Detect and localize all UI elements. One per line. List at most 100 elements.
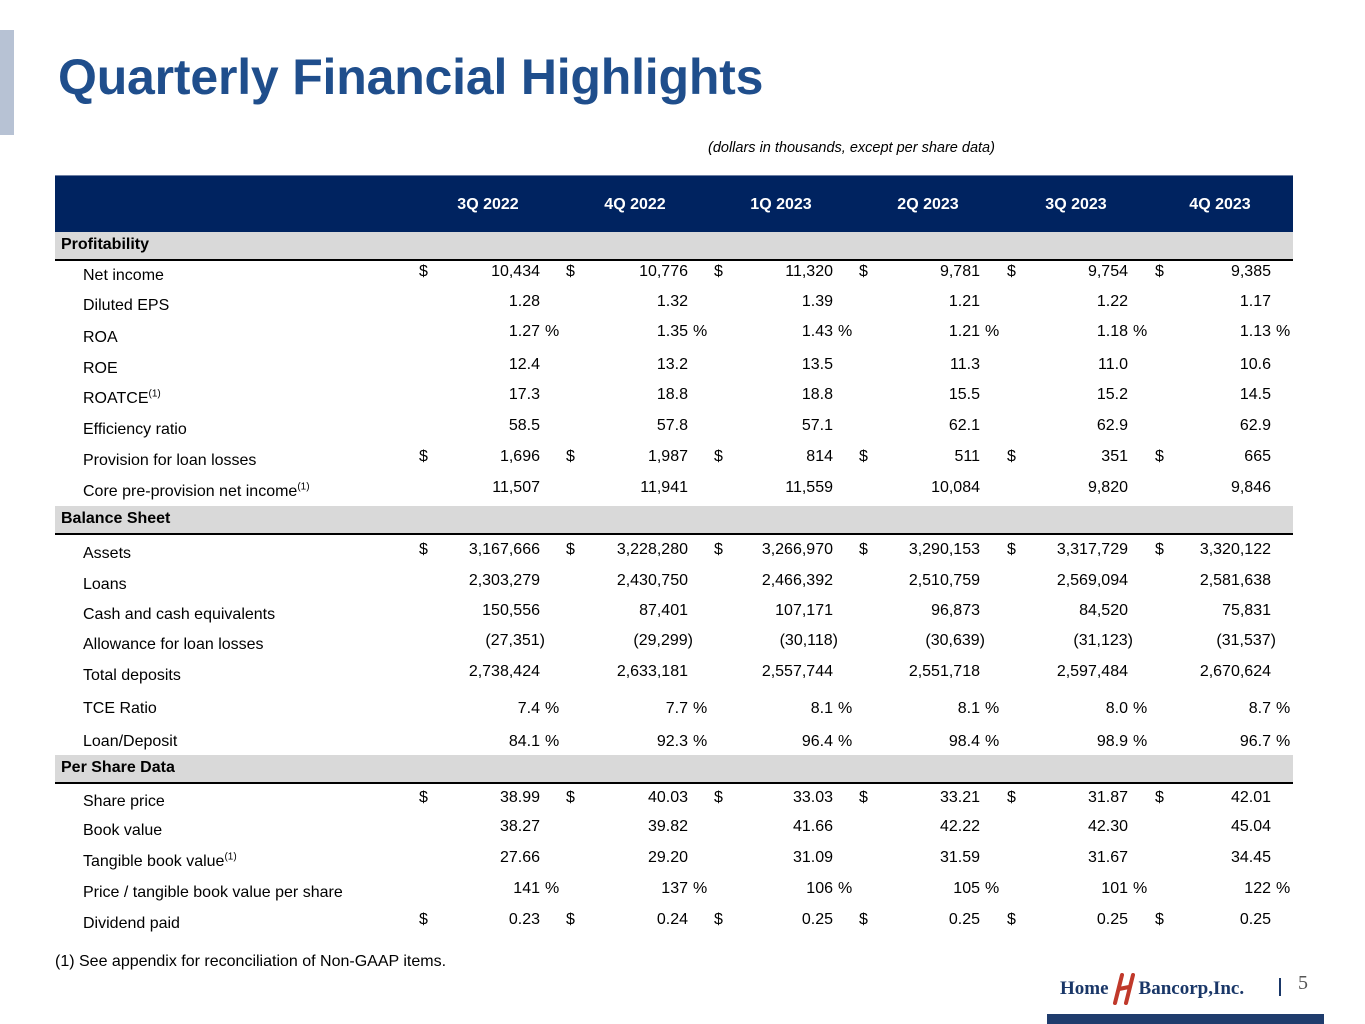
cell-value: 31.59 bbox=[939, 849, 980, 866]
table-units-note: (dollars in thousands, except per share … bbox=[708, 140, 995, 156]
cell-value: 1.17 bbox=[1239, 293, 1271, 310]
cell-value: (31,537) bbox=[1216, 632, 1276, 649]
cell-value: 11,507 bbox=[492, 479, 540, 496]
row-label-text: Core pre-provision net income bbox=[83, 483, 298, 500]
row-label-text: Assets bbox=[83, 545, 132, 562]
percent-sign: % bbox=[693, 733, 708, 750]
dollar-sign: $ bbox=[859, 541, 868, 558]
percent-sign: % bbox=[838, 880, 853, 897]
cell-value: 0.25 bbox=[1096, 911, 1128, 928]
cell-value: 2,557,744 bbox=[761, 663, 833, 680]
dollar-sign: $ bbox=[714, 448, 723, 465]
cell-value: 1,987 bbox=[647, 448, 688, 465]
cell-value: 62.9 bbox=[1239, 417, 1271, 434]
cell-value: 18.8 bbox=[801, 386, 833, 403]
cell-value: 10,776 bbox=[639, 263, 688, 280]
percent-sign: % bbox=[985, 733, 1000, 750]
row-label-text: Loan/Deposit bbox=[83, 733, 178, 750]
cell-value: 3,167,666 bbox=[468, 541, 540, 558]
cell-value: 105 bbox=[953, 880, 980, 897]
row-label-text: ROE bbox=[83, 360, 118, 377]
cell-value: 92.3 bbox=[656, 733, 688, 750]
dollar-sign: $ bbox=[714, 541, 723, 558]
row-label-text: Net income bbox=[83, 267, 164, 284]
dollar-sign: $ bbox=[714, 263, 723, 280]
row-label: Tangible book value(1) bbox=[83, 851, 237, 871]
cell-value: 87,401 bbox=[639, 602, 688, 619]
cell-value: 2,551,718 bbox=[908, 663, 980, 680]
cell-value: 15.5 bbox=[948, 386, 980, 403]
cell-value: 0.24 bbox=[656, 911, 688, 928]
dollar-sign: $ bbox=[859, 789, 868, 806]
row-label-text: Share price bbox=[83, 793, 165, 810]
dollar-sign: $ bbox=[1155, 541, 1164, 558]
cell-value: 33.03 bbox=[792, 789, 833, 806]
cell-value: 13.2 bbox=[656, 356, 688, 373]
cell-value: 84.1 bbox=[508, 733, 540, 750]
row-label: Loan/Deposit bbox=[83, 733, 177, 751]
cell-value: 11.0 bbox=[1098, 356, 1128, 373]
dollar-sign: $ bbox=[566, 911, 575, 928]
dollar-sign: $ bbox=[714, 911, 723, 928]
cell-value: 10.6 bbox=[1239, 356, 1271, 373]
cell-value: 2,581,638 bbox=[1199, 572, 1271, 589]
cell-value: 96.4 bbox=[801, 733, 833, 750]
cell-value: 665 bbox=[1244, 448, 1271, 465]
percent-sign: % bbox=[1276, 880, 1291, 897]
footnote-marker: (1) bbox=[224, 851, 237, 863]
row-label: Allowance for loan losses bbox=[83, 636, 264, 654]
dollar-sign: $ bbox=[1155, 263, 1164, 280]
section-title: Per Share Data bbox=[61, 759, 175, 776]
percent-sign: % bbox=[985, 880, 1000, 897]
dollar-sign: $ bbox=[419, 541, 428, 558]
left-accent-bar bbox=[0, 30, 14, 135]
dollar-sign: $ bbox=[1007, 263, 1016, 280]
cell-value: 96.7 bbox=[1239, 733, 1271, 750]
cell-value: 0.25 bbox=[801, 911, 833, 928]
cell-value: 57.1 bbox=[801, 417, 833, 434]
cell-value: 15.2 bbox=[1096, 386, 1128, 403]
percent-sign: % bbox=[985, 700, 1000, 717]
row-label: Total deposits bbox=[83, 667, 181, 685]
row-label: Share price bbox=[83, 793, 165, 811]
row-label: Diluted EPS bbox=[83, 297, 169, 315]
cell-value: (30,118) bbox=[779, 632, 838, 649]
cell-value: 31.67 bbox=[1087, 849, 1128, 866]
row-label-text: Total deposits bbox=[83, 667, 181, 684]
table-row: Provision for loan losses $1,696 $1,987 $81… bbox=[0, 448, 1365, 478]
cell-value: 1.28 bbox=[508, 293, 540, 310]
percent-sign: % bbox=[1133, 323, 1148, 340]
section-header: Per Share Data bbox=[55, 755, 1293, 784]
dollar-sign: $ bbox=[566, 448, 575, 465]
cell-value: 9,846 bbox=[1230, 479, 1271, 496]
section-header: Profitability bbox=[55, 232, 1293, 261]
percent-sign: % bbox=[838, 733, 853, 750]
cell-value: 12.4 bbox=[508, 356, 540, 373]
cell-value: 11,559 bbox=[785, 479, 833, 496]
cell-value: 2,510,759 bbox=[908, 572, 980, 589]
cell-value: 3,228,280 bbox=[616, 541, 688, 558]
row-label-text: Provision for loan losses bbox=[83, 452, 257, 469]
cell-value: 34.45 bbox=[1230, 849, 1271, 866]
cell-value: 38.27 bbox=[499, 818, 540, 835]
row-label-text: Loans bbox=[83, 576, 127, 593]
page-number-separator bbox=[1279, 978, 1281, 996]
cell-value: 7.4 bbox=[517, 700, 540, 717]
table-row: ROE 12.4 13.2 13.5 11.3 11.0 10.6 bbox=[0, 356, 1365, 386]
percent-sign: % bbox=[838, 700, 853, 717]
cell-value: 9,781 bbox=[939, 263, 980, 280]
row-label-text: Allowance for loan losses bbox=[83, 636, 264, 653]
dollar-sign: $ bbox=[419, 789, 428, 806]
cell-value: 1.22 bbox=[1096, 293, 1128, 310]
cell-value: 141 bbox=[513, 880, 540, 897]
cell-value: 122 bbox=[1244, 880, 1271, 897]
dollar-sign: $ bbox=[1155, 789, 1164, 806]
percent-sign: % bbox=[545, 700, 560, 717]
cell-value: 814 bbox=[806, 448, 833, 465]
cell-value: 3,317,729 bbox=[1056, 541, 1128, 558]
row-label-text: TCE Ratio bbox=[83, 700, 157, 717]
cell-value: 10,084 bbox=[931, 479, 980, 496]
table-row: Diluted EPS 1.28 1.32 1.39 1.21 1.22 1.17 bbox=[0, 293, 1365, 323]
percent-sign: % bbox=[838, 323, 853, 340]
cell-value: 17.3 bbox=[508, 386, 540, 403]
